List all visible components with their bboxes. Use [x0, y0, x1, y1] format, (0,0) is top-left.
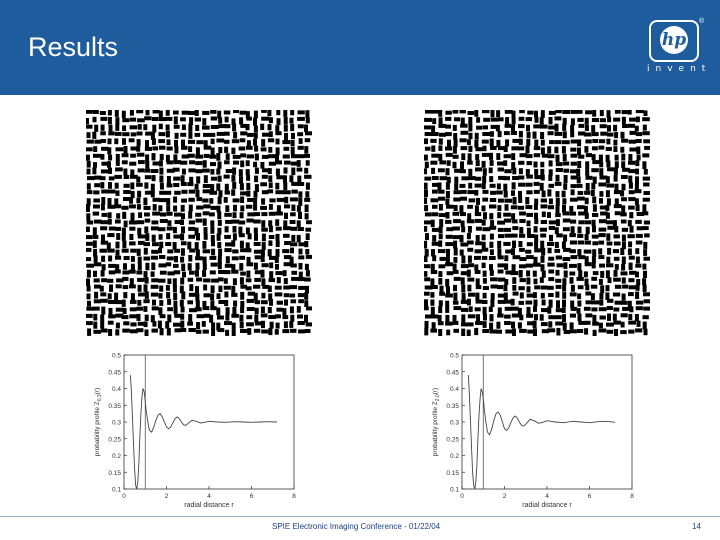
y-tick-label: 0.5 — [112, 353, 121, 360]
dot-pattern — [86, 110, 312, 336]
header-bar — [0, 0, 720, 95]
x-tick-label: 4 — [545, 493, 549, 500]
logo-tagline: invent — [647, 64, 712, 74]
y-tick-label: 0.15 — [446, 470, 459, 477]
footer-conference: SPIE Electronic Imaging Conference - 01/… — [272, 522, 441, 531]
y-tick-label: 0.25 — [108, 436, 121, 443]
y-tick-label: 0.5 — [450, 353, 459, 360]
x-tick-label: 4 — [207, 493, 211, 500]
page-title: Results — [28, 32, 119, 62]
x-tick-label: 2 — [503, 493, 507, 500]
y-tick-label: 0.3 — [112, 420, 121, 427]
hp-logo-badge: hp — [649, 20, 699, 62]
halftone-pattern-left — [86, 110, 312, 336]
halftone-pattern-right — [424, 110, 650, 336]
x-tick-label: 0 — [460, 493, 464, 500]
y-tick-label: 0.45 — [446, 369, 459, 376]
y-tick-label: 0.4 — [112, 386, 121, 393]
y-axis-label: probability profile Z2.0(r) — [432, 388, 441, 456]
y-tick-label: 0.45 — [108, 369, 121, 376]
x-tick-label: 6 — [250, 493, 254, 500]
y-tick-label: 0.1 — [112, 487, 121, 494]
y-tick-label: 0.35 — [108, 403, 121, 410]
profile-plot-left: 0.1 0.15 0.2 0.25 0.3 0.35 0.4 0.45 0.5 0 2 4 6 8 radi… — [94, 353, 296, 510]
y-tick-label: 0.3 — [450, 420, 459, 427]
page-number: 14 — [692, 522, 701, 531]
x-tick-label: 8 — [292, 493, 296, 500]
hp-logo-mark: hp — [660, 26, 688, 54]
x-axis-label: radial distance r — [522, 502, 572, 509]
profile-series-line — [467, 375, 616, 490]
x-axis-label: radial distance r — [184, 502, 234, 509]
dot-pattern — [424, 110, 650, 336]
footer-divider — [0, 516, 720, 517]
x-tick-label: 0 — [122, 493, 126, 500]
y-tick-label: 0.2 — [112, 453, 121, 460]
x-tick-label: 8 — [630, 493, 634, 500]
x-tick-label: 6 — [588, 493, 592, 500]
y-tick-label: 0.15 — [108, 470, 121, 477]
profile-plot-right: 0.1 0.15 0.2 0.25 0.3 0.35 0.4 0.45 0.5 0 2 4 6 8 radi… — [432, 353, 634, 510]
x-tick-label: 2 — [165, 493, 169, 500]
plot-frame — [461, 354, 633, 490]
hp-logo: hp ® invent — [643, 18, 707, 80]
y-tick-label: 0.35 — [446, 403, 459, 410]
profile-series-line — [129, 375, 278, 490]
y-tick-label: 0.4 — [450, 386, 459, 393]
y-tick-label: 0.1 — [450, 487, 459, 494]
y-tick-label: 0.25 — [446, 436, 459, 443]
registered-mark: ® — [699, 18, 705, 25]
y-tick-label: 0.2 — [450, 453, 459, 460]
y-axis-label: probability profile Z0.3(r) — [94, 388, 103, 456]
